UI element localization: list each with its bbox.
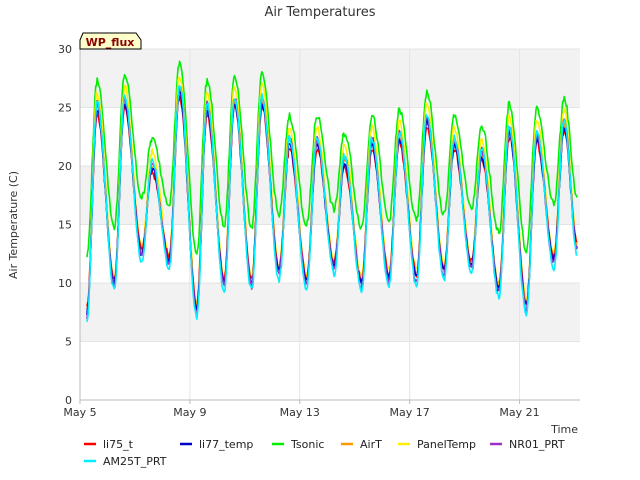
y-tick-label: 25 [58, 102, 72, 115]
legend-label-li77_temp: li77_temp [199, 438, 253, 451]
y-axis-label: Air Temperature (C) [7, 171, 20, 279]
legend-label-NR01_PRT: NR01_PRT [509, 438, 565, 451]
legend-label-AM25T_PRT: AM25T_PRT [103, 455, 167, 468]
y-tick-labels: 0 5 10 15 20 25 30 [58, 43, 72, 407]
axes [79, 49, 580, 401]
legend-label-Tsonic: Tsonic [290, 438, 324, 451]
y-tick-label: 5 [65, 336, 72, 349]
band-5-10 [80, 283, 580, 342]
x-tick-label: May 21 [499, 406, 539, 419]
legend-label-PanelTemp: PanelTemp [417, 438, 476, 451]
site-tag-box [79, 32, 142, 50]
band-0-5 [80, 341, 580, 400]
y-tick-label: 20 [58, 160, 72, 173]
x-tick-label: May 9 [173, 406, 206, 419]
legend-label-AirT: AirT [360, 438, 382, 451]
x-axis-label: Time [550, 423, 578, 436]
band-25-30 [80, 49, 580, 108]
series-lines [86, 60, 579, 322]
legend: li75_t li77_temp Tsonic AirT PanelTemp NR01_P… [84, 438, 565, 468]
y-tick-label: 0 [65, 394, 72, 407]
x-tick-labels: May 5 May 9 May 13 May 17 May 21 [63, 400, 540, 419]
x-tick-label: May 5 [63, 406, 96, 419]
site-tag-label: WP_flux [86, 36, 135, 49]
legend-label-li75_t: li75_t [103, 438, 134, 451]
series-line-NR01_PRT [86, 86, 579, 319]
band-20-25 [80, 107, 580, 166]
y-tick-label: 15 [58, 219, 72, 232]
chart-title: Air Temperatures [264, 5, 375, 20]
y-tick-label: 30 [58, 43, 72, 56]
series-line-AM25T_PRT [86, 85, 578, 322]
x-tick-label: May 17 [390, 406, 430, 419]
series-line-Tsonic [86, 60, 579, 258]
site-tag: WP_flux [79, 32, 142, 50]
x-tick-label: May 13 [280, 406, 320, 419]
y-tick-label: 10 [58, 277, 72, 290]
